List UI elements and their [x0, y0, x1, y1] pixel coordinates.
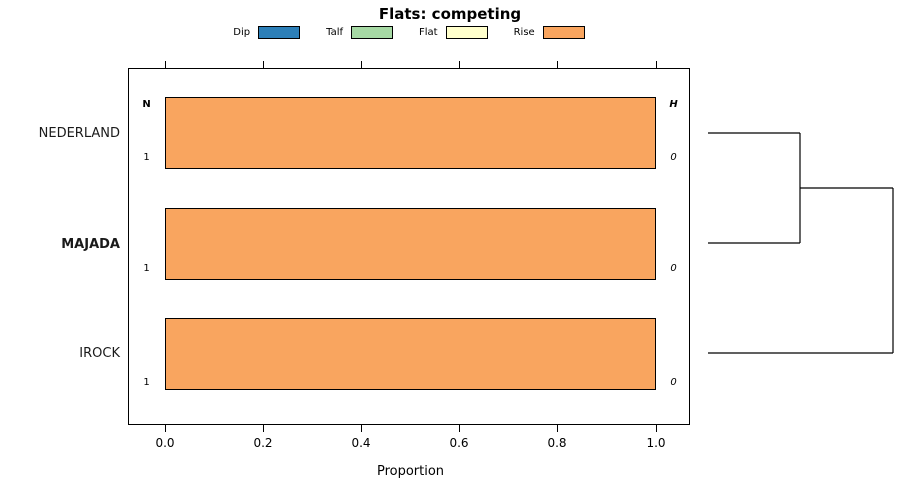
x-tick-label: 1.0: [646, 436, 666, 450]
x-tick-label: 0.4: [351, 436, 371, 450]
x-tick-mark-bottom: [656, 425, 657, 432]
x-tick-mark-bottom: [557, 425, 558, 432]
legend: Dip Talf Flat Rise: [128, 24, 690, 40]
bar-nederland-rise: [165, 97, 656, 169]
x-tick-mark-top: [361, 61, 362, 68]
x-tick-mark-bottom: [459, 425, 460, 432]
legend-item-flat: Flat: [419, 25, 488, 39]
x-tick-mark-bottom: [361, 425, 362, 432]
h-column-header: H: [669, 99, 678, 110]
bar-majada-rise: [165, 208, 656, 280]
n-value-majada: 1: [143, 263, 150, 274]
legend-item-dip: Dip: [233, 25, 301, 39]
n-value-nederland: 1: [143, 152, 150, 163]
bar-irock-rise: [165, 318, 656, 390]
category-label-nederland: NEDERLAND: [38, 126, 120, 141]
n-column-header: N: [142, 99, 151, 110]
h-value-irock: 0: [670, 377, 677, 388]
x-axis-label: Proportion: [376, 464, 445, 479]
legend-label-flat: Flat: [419, 26, 438, 38]
legend-swatch-dip: [258, 25, 301, 39]
chart-title: Flats: competing: [378, 5, 522, 23]
x-tick-mark-bottom: [263, 425, 264, 432]
legend-label-talf: Talf: [326, 26, 344, 38]
x-tick-label: 0.0: [155, 436, 175, 450]
dendrogram: [708, 132, 894, 354]
x-tick-label: 0.8: [547, 436, 567, 450]
legend-swatch-flat: [445, 25, 488, 39]
category-label-majada: MAJADA: [61, 237, 120, 252]
h-value-nederland: 0: [670, 152, 677, 163]
x-tick-mark-bottom: [165, 425, 166, 432]
x-tick-mark-top: [557, 61, 558, 68]
n-value-irock: 1: [143, 377, 150, 388]
x-tick-label: 0.6: [449, 436, 469, 450]
x-tick-mark-top: [165, 61, 166, 68]
legend-label-dip: Dip: [233, 26, 251, 38]
x-tick-mark-top: [656, 61, 657, 68]
legend-item-talf: Talf: [326, 25, 394, 39]
legend-swatch-rise: [542, 25, 585, 39]
legend-swatch-talf: [351, 25, 394, 39]
x-tick-label: 0.2: [253, 436, 273, 450]
category-label-irock: IROCK: [79, 346, 120, 361]
legend-label-rise: Rise: [513, 26, 535, 38]
x-tick-mark-top: [459, 61, 460, 68]
h-value-majada: 0: [670, 263, 677, 274]
x-tick-mark-top: [263, 61, 264, 68]
legend-item-rise: Rise: [513, 25, 585, 39]
